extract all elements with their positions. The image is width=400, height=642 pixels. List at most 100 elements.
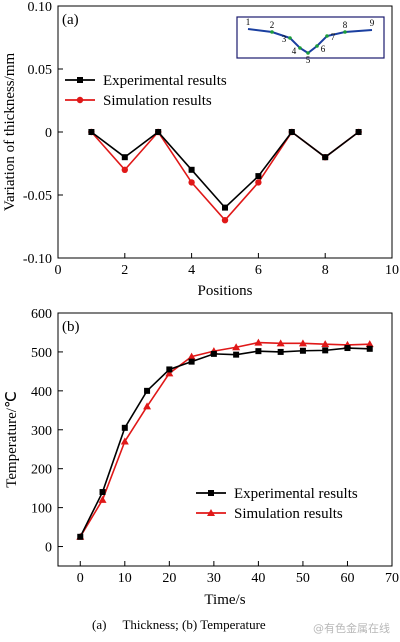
- panel-0-y-tick-label: -0.10: [23, 252, 52, 267]
- panel-1-series-0-point: [322, 347, 329, 354]
- panel-0-legend-marker-0: [77, 77, 83, 83]
- panel-0-series-0-point: [121, 154, 128, 161]
- panel-0-series-1-point: [221, 217, 229, 224]
- panel-1-series-0-point: [77, 533, 84, 540]
- inset-point-marker: [315, 44, 319, 48]
- panel-0-y-tick-label: 0.10: [28, 0, 53, 15]
- panel-0-x-tick-label: 8: [322, 263, 329, 278]
- inset-point-label: 2: [270, 20, 275, 30]
- panel-0-x-tick-label: 6: [255, 263, 262, 278]
- panel-1-x-tick-label: 40: [251, 571, 265, 586]
- panel-1-series-0-point: [255, 348, 262, 355]
- panel-0-x-tick-label: 2: [121, 263, 128, 278]
- panel-1-series-1-line: [79, 341, 370, 538]
- panel-1-series-0-point: [366, 345, 373, 352]
- panel-1-series-0-point: [344, 345, 351, 352]
- panel-1-x-tick-label: 60: [340, 571, 354, 586]
- inset-point-label: 3: [282, 34, 287, 44]
- panel-1-x-tick-label: 70: [385, 571, 399, 586]
- inset-point-marker: [288, 36, 292, 40]
- panel-1-plot-frame: [57, 312, 393, 567]
- inset-point-label: 6: [321, 44, 326, 54]
- panel-1-y-tick-label: 100: [31, 502, 52, 517]
- panel-0-series-1-point: [255, 179, 262, 186]
- panel-0-y-tick-label: 0.05: [28, 63, 53, 78]
- panel-1-series-0-point: [99, 489, 106, 496]
- panel-1-series-1-point: [143, 402, 152, 410]
- panel-1-x-tick-label: 50: [296, 571, 310, 586]
- panel-1-series-1-point: [365, 340, 374, 348]
- panel-1-x-tick-label: 0: [77, 571, 84, 586]
- panel-1-x-tick-label: 30: [207, 571, 221, 586]
- panel-1-series-1-point: [165, 369, 174, 377]
- panel-0-series-0-point: [288, 129, 295, 135]
- panel-0-legend-label-1: Simulation results: [103, 93, 212, 109]
- panel-0-series-0-point: [355, 129, 362, 135]
- panel-1-series-0-point: [233, 351, 240, 358]
- inset-point-marker: [325, 34, 329, 38]
- inset-point-label: 7: [331, 32, 336, 42]
- panel-0-series-0-point: [155, 129, 162, 135]
- panel-1-series-1-point: [276, 339, 285, 347]
- panel-1-panel-label: (b): [62, 319, 80, 335]
- panel-0-series-0-point: [188, 166, 195, 173]
- panel-1-series-1-point: [120, 437, 129, 445]
- panel-1-x-tick-label: 10: [118, 571, 132, 586]
- panel-1-series-0-line: [79, 347, 370, 538]
- panel-1-series-0-point: [121, 424, 128, 431]
- figure-caption: (a) Thickness; (b) Temperature: [92, 617, 266, 632]
- panel-0-series-0-point: [222, 204, 228, 211]
- panel-1-legend-label-0: Experimental results: [234, 486, 358, 502]
- panel-1-x-axis-label: Time/s: [204, 592, 245, 608]
- panel-0-series-0-point: [88, 129, 95, 135]
- inset-point-label: 4: [292, 46, 297, 56]
- panel-1-y-tick-label: 300: [31, 424, 52, 439]
- panel-0-x-axis-label: Positions: [197, 283, 252, 299]
- inset-point-marker: [270, 30, 274, 34]
- panel-1-y-tick-label: 200: [31, 463, 52, 478]
- panel-0-series-1-point: [188, 179, 195, 186]
- panel-1-legend-label-1: Simulation results: [234, 506, 343, 522]
- panel-0-series-0-line: [90, 130, 360, 209]
- panel-1-series-1-point: [298, 339, 307, 347]
- panel-0-series-0-point: [255, 173, 262, 180]
- panel-0-y-tick-label: -0.05: [23, 189, 52, 204]
- inset-point-label: 8: [343, 20, 348, 30]
- panel-1-series-1-point: [187, 352, 196, 360]
- panel-0-y-tick-label: 0: [45, 126, 52, 141]
- panel-1-y-axis-label: Temperature/℃: [4, 391, 20, 488]
- inset-point-label: 9: [370, 18, 375, 28]
- inset-point-marker: [343, 30, 347, 34]
- panel-1-y-tick-label: 600: [31, 307, 52, 322]
- panel-1-y-tick-label: 400: [31, 385, 52, 400]
- panel-1-series-0-point: [166, 366, 173, 373]
- panel-1-series-1-point: [321, 340, 330, 348]
- inset-point-label: 1: [246, 17, 251, 27]
- panel-1-series-0-point: [144, 387, 151, 394]
- panel-1-legend-marker-0: [208, 490, 214, 496]
- inset-point-marker: [298, 46, 302, 50]
- panel-1-series-1-point: [98, 495, 107, 503]
- inset-point-label: 5: [306, 55, 311, 65]
- panel-1-series-0-point: [210, 350, 217, 357]
- watermark: @有色金属在线: [313, 622, 390, 635]
- panel-1-series-1-point: [254, 338, 263, 346]
- panel-0-legend-marker-1: [76, 96, 84, 104]
- panel-1-series-1-point: [232, 343, 241, 351]
- panel-1-series-0-point: [299, 347, 306, 354]
- panel-1-series-0-point: [277, 348, 284, 355]
- panel-1-y-tick-label: 0: [45, 541, 52, 556]
- panel-0-series-1-point: [121, 166, 128, 173]
- panel-0-panel-label: (a): [62, 12, 79, 28]
- panel-0-series-0-point: [322, 154, 329, 161]
- panel-0-y-axis-label: Variation of thickness/mm: [2, 53, 18, 212]
- inset-point-marker: [306, 51, 310, 55]
- panel-0-x-tick-label: 4: [188, 263, 195, 278]
- panel-1-legend-marker-1: [207, 509, 215, 516]
- panel-1-y-tick-label: 500: [31, 346, 52, 361]
- panel-0-x-tick-label: 0: [55, 263, 62, 278]
- panel-0-x-tick-label: 10: [385, 263, 399, 278]
- panel-1-series-0-point: [188, 358, 195, 365]
- panel-1-x-tick-label: 20: [162, 571, 176, 586]
